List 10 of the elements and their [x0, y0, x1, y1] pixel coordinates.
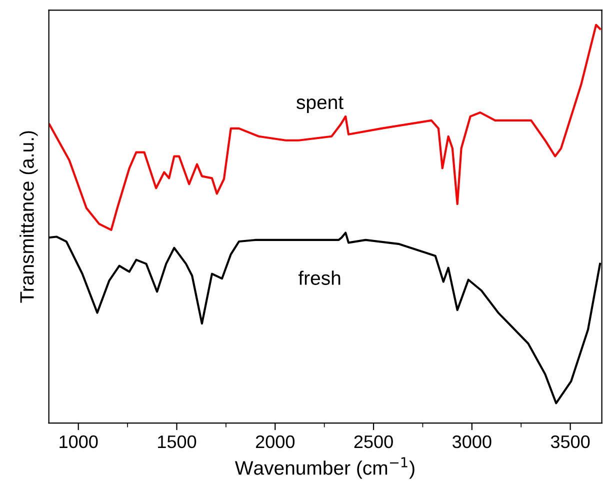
y-axis-title: Transmittance (a.u.)	[20, 131, 38, 303]
x-axis-title: Wavenumber (cm$^{−1}$)	[234, 457, 414, 479]
x-tick-label: 2500	[354, 435, 393, 448]
x-tick-label: 1500	[158, 435, 196, 448]
x-tick-label: 3500	[550, 435, 590, 448]
series-label: spent	[296, 96, 344, 114]
x-tick-label: 2000	[256, 435, 295, 448]
series-label: fresh	[298, 270, 340, 285]
x-tick-label: 3000	[452, 435, 492, 448]
x-tick-label: 1000	[60, 435, 98, 448]
